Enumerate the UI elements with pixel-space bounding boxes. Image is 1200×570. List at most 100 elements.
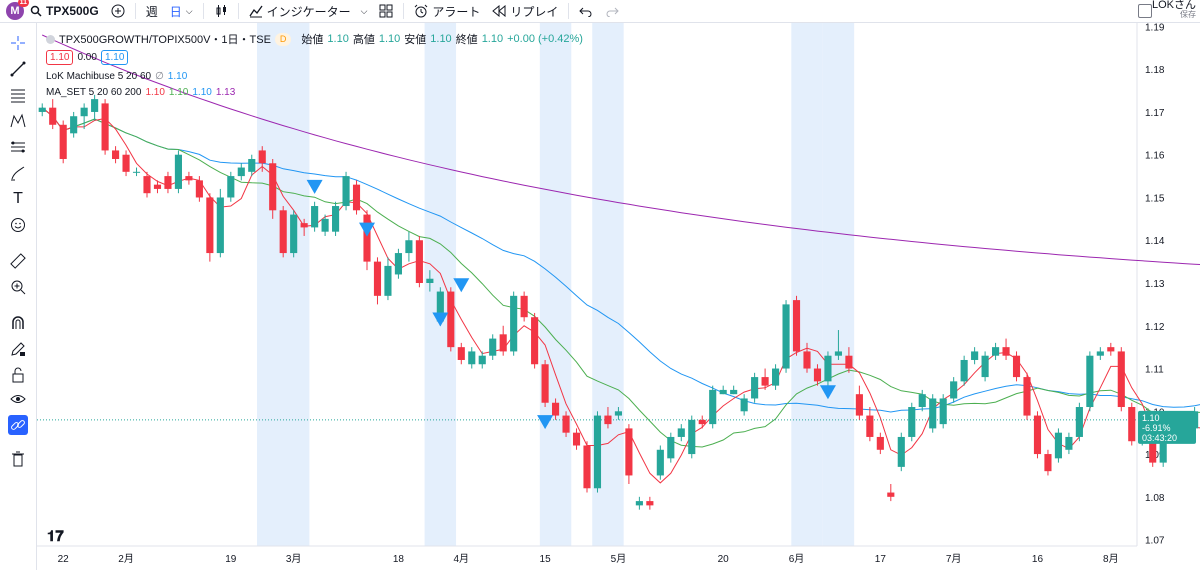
- magnet-tool[interactable]: [8, 313, 28, 333]
- sell-price-button[interactable]: 1.10: [46, 49, 74, 65]
- candle-body: [834, 351, 842, 356]
- fullscreen-checkbox[interactable]: [1138, 4, 1152, 18]
- horizontal-lines-tool[interactable]: [8, 85, 28, 105]
- delay-badge[interactable]: D: [274, 32, 292, 46]
- user-menu[interactable]: LOKさん 保存: [1152, 0, 1196, 20]
- candle-body: [1107, 347, 1115, 352]
- plus-circle-icon: [111, 4, 125, 18]
- layouts-button[interactable]: [373, 0, 399, 22]
- indicators-icon: [249, 5, 263, 18]
- x-tick-label: 8月: [1103, 553, 1119, 565]
- indicator-row-1[interactable]: LoK Machibuse 5 20 60 ∅ 1.10: [46, 68, 583, 84]
- crosshair-tool[interactable]: [8, 33, 28, 53]
- buy-price-button[interactable]: 1.10: [100, 49, 129, 65]
- text-tool[interactable]: T: [8, 189, 28, 209]
- alert-label: アラート: [432, 4, 481, 19]
- candle-body: [101, 103, 109, 151]
- rewind-icon: [492, 5, 506, 17]
- x-tick-label: 18: [393, 554, 405, 565]
- candle-body: [855, 394, 863, 416]
- candle-body: [635, 501, 643, 506]
- compare-button[interactable]: [105, 0, 131, 22]
- candles-icon: [216, 5, 226, 17]
- visibility-tool[interactable]: [8, 389, 28, 409]
- current-price-change: -6.91%: [1142, 423, 1171, 433]
- candle-body: [342, 176, 350, 207]
- emoji-tool[interactable]: [8, 215, 28, 235]
- candle-body: [1044, 454, 1052, 472]
- save-status: 保存: [1180, 10, 1196, 19]
- signal-arrow-down: [537, 415, 554, 430]
- candle-body: [70, 116, 78, 134]
- separator: [237, 3, 239, 19]
- candle-body: [1002, 347, 1010, 356]
- candle-body: [1012, 355, 1021, 378]
- alarm-clock-icon: [415, 4, 428, 18]
- chart-type-button[interactable]: [208, 0, 234, 22]
- candle-body: [426, 278, 434, 284]
- candle-body: [866, 415, 874, 437]
- y-tick-label: 1.19: [1145, 23, 1165, 33]
- tradingview-logo[interactable]: 𝟏𝟕: [47, 527, 64, 545]
- undo-button[interactable]: [573, 0, 599, 22]
- user-logo[interactable]: M 11: [6, 0, 29, 20]
- candle-body: [1117, 351, 1125, 408]
- candle-body: [468, 351, 476, 365]
- candle-body: [1054, 432, 1062, 459]
- candle-body: [49, 107, 57, 125]
- candle-body: [290, 214, 298, 254]
- candle-body: [1086, 355, 1094, 408]
- brush-tool[interactable]: [8, 163, 28, 183]
- indicators-button[interactable]: インジケーター ⌵: [243, 0, 374, 22]
- ma200-line: [41, 34, 1200, 266]
- delete-tool[interactable]: [8, 449, 28, 469]
- candle-body: [730, 389, 738, 395]
- symbol-search[interactable]: TPX500G: [24, 0, 105, 22]
- indicator-row-2[interactable]: MA_SET 5 20 60 200 1.10 1.10 1.10 1.13: [46, 84, 583, 100]
- candle-body: [510, 295, 518, 352]
- alert-button[interactable]: アラート: [408, 0, 486, 22]
- signal-arrow-down: [432, 312, 449, 327]
- lock-tool[interactable]: [8, 365, 28, 385]
- stay-drawing-tool[interactable]: [8, 339, 28, 359]
- bid-ask-row: 1.10 0.00 1.10: [46, 49, 583, 65]
- candle-body: [311, 206, 319, 228]
- y-tick-label: 1.17: [1145, 108, 1165, 119]
- signal-arrow-down: [359, 222, 375, 237]
- y-tick-label: 1.15: [1145, 193, 1165, 204]
- ma5-value: 1.10: [145, 86, 165, 98]
- redo-icon: [607, 7, 620, 17]
- price-chart[interactable]: 1.19 1.18 1.17 1.16 1.15 1.14 1.13 1.12 1.11 1.10…: [37, 23, 1200, 570]
- link-icon: [11, 420, 25, 430]
- replay-button[interactable]: リプレイ: [486, 0, 564, 22]
- candle-body: [782, 304, 790, 369]
- candle-body: [112, 150, 120, 159]
- candle-body: [1159, 432, 1167, 463]
- open-label: 始値: [301, 34, 324, 46]
- candle-body: [436, 291, 444, 322]
- candle-body: [813, 368, 822, 382]
- current-price-value: 1.10: [1142, 413, 1160, 423]
- candle-body: [216, 197, 224, 254]
- trendline-tool[interactable]: [8, 59, 28, 79]
- candle-body: [80, 107, 88, 117]
- redo-button[interactable]: [599, 0, 625, 22]
- candle-body: [164, 176, 172, 189]
- candle-body: [321, 218, 329, 232]
- y-tick-label: 1.18: [1145, 65, 1165, 76]
- candle-body: [447, 291, 455, 348]
- pattern-tool[interactable]: [8, 111, 28, 131]
- ruler-tool[interactable]: [8, 251, 28, 271]
- x-tick-label: 3月: [286, 553, 302, 565]
- candle-body: [153, 184, 162, 189]
- interval-week-button[interactable]: 週: [140, 0, 164, 22]
- sync-drawing-tool[interactable]: [8, 415, 28, 435]
- fib-tool[interactable]: [8, 137, 28, 157]
- zoom-tool[interactable]: [8, 277, 28, 297]
- interval-day-button[interactable]: 日 ⌵: [164, 0, 199, 22]
- candle-body: [258, 150, 266, 164]
- candle-body: [740, 398, 748, 412]
- candle-body: [206, 197, 214, 254]
- text-icon: T: [13, 190, 23, 207]
- candle-body: [772, 368, 780, 386]
